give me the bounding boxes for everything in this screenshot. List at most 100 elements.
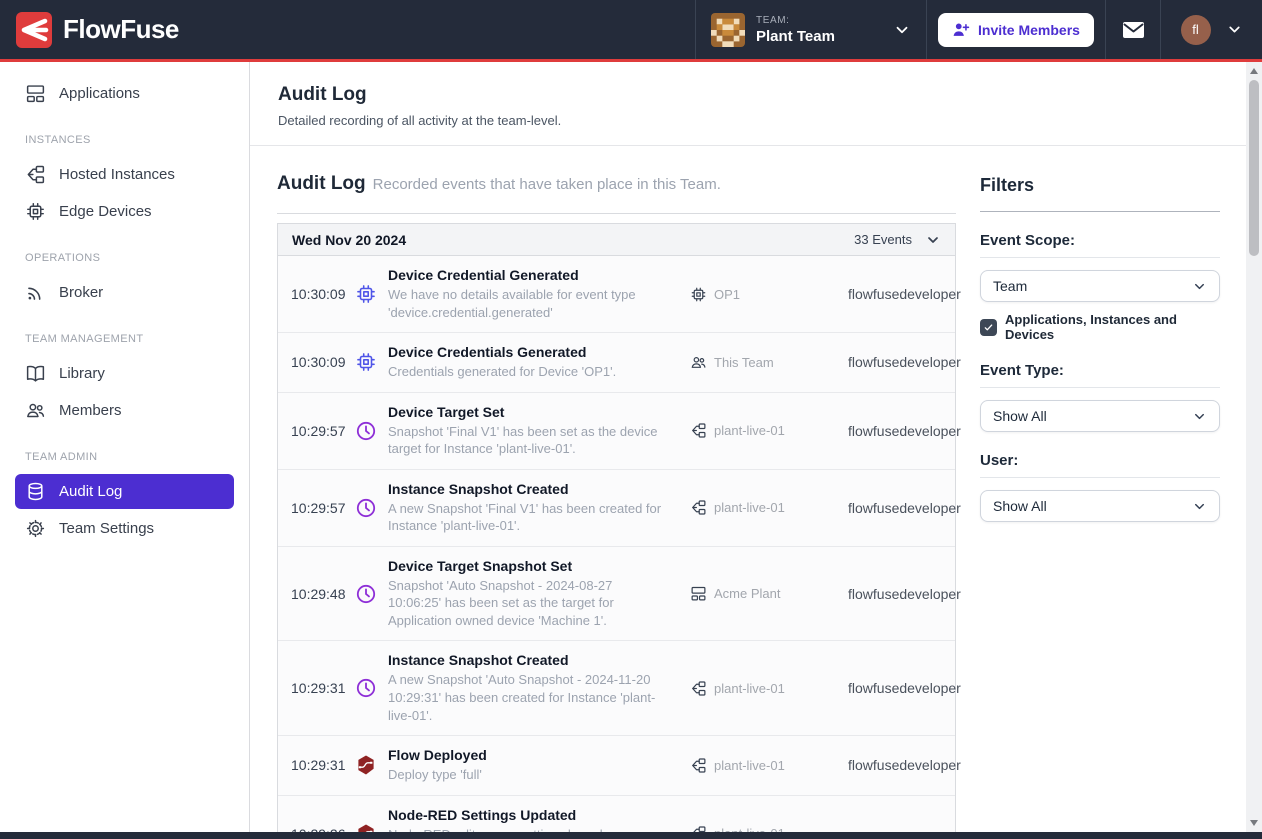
chevron-down-icon[interactable]: [925, 232, 941, 248]
invite-members-button[interactable]: Invite Members: [938, 12, 1094, 47]
event-title: Flow Deployed: [388, 747, 487, 764]
filter-label: User:: [980, 432, 1220, 478]
event-text: Instance Snapshot Created A new Snapshot …: [388, 481, 668, 535]
team-label: TEAM:: [756, 14, 790, 26]
sidebar-item-edge-devices[interactable]: Edge Devices: [15, 194, 234, 229]
filter-label: Event Type:: [980, 342, 1220, 388]
filter-select-value: Show All: [993, 498, 1047, 514]
checkbox[interactable]: [980, 318, 997, 336]
chip-icon: [690, 286, 707, 303]
event-user: flowfusedeveloper: [848, 757, 961, 774]
event-user: flowfusedeveloper: [848, 499, 961, 516]
chip-icon: [25, 201, 46, 222]
notifications-button[interactable]: [1105, 0, 1160, 59]
instances-icon: [690, 680, 707, 697]
sidebar-item-label: Members: [59, 402, 122, 419]
event-user: flowfusedeveloper: [848, 354, 961, 371]
scroll-down-arrow-icon[interactable]: [1250, 820, 1258, 826]
event-time: 10:30:09: [291, 354, 346, 371]
filter-select[interactable]: Show All: [980, 400, 1220, 432]
event-scope-label: plant-live-01: [714, 500, 785, 516]
content-area: Audit Log Recorded events that have take…: [250, 146, 1262, 839]
chevron-down-icon: [1192, 499, 1207, 514]
checkbox-label: Applications, Instances and Devices: [1005, 312, 1177, 342]
page-title: Audit Log: [278, 84, 367, 105]
event-user: flowfusedeveloper: [848, 422, 961, 439]
sidebar-item-hosted-instances[interactable]: Hosted Instances: [15, 157, 234, 192]
chevron-down-icon: [1226, 21, 1243, 38]
navbar-spacer: [195, 0, 695, 59]
sidebar-item-team-settings[interactable]: Team Settings: [15, 511, 234, 546]
event-title: Device Credential Generated: [388, 267, 579, 283]
flowfuse-brand[interactable]: FlowFuse: [0, 0, 195, 59]
event-group: Wed Nov 20 2024 33 Events 10:30:09 Device…: [277, 223, 961, 839]
event-user: flowfusedeveloper: [848, 680, 961, 697]
event-text: Flow Deployed Deploy type 'full': [388, 747, 668, 784]
instances-icon: [690, 757, 707, 774]
event-description: Snapshot 'Final V1' has been set as the …: [388, 423, 658, 457]
event-scope: Acme Plant: [690, 585, 848, 602]
user-menu[interactable]: fl: [1160, 0, 1262, 59]
date-group-meta: 33 Events: [854, 232, 941, 248]
section-heading: Audit Log Recorded events that have take…: [277, 173, 956, 195]
event-description: We have no details available for event t…: [388, 287, 636, 320]
date-label: Wed Nov 20 2024: [292, 231, 407, 248]
sidebar-item-library[interactable]: Library: [15, 356, 234, 391]
window-bottom-edge: [0, 832, 1262, 839]
sidebar-item-label: Audit Log: [59, 483, 123, 500]
sidebar-item-broker[interactable]: Broker: [15, 275, 234, 310]
sidebar-item-label: Edge Devices: [59, 203, 152, 220]
invite-members-label: Invite Members: [978, 21, 1080, 38]
event-scope: plant-live-01: [690, 680, 848, 697]
sidebar-item-audit-log[interactable]: Audit Log: [15, 474, 234, 509]
date-group-header[interactable]: Wed Nov 20 2024 33 Events: [278, 224, 955, 256]
event-title: Instance Snapshot Created: [388, 480, 569, 497]
applications-icon: [690, 585, 707, 602]
chevron-down-icon: [1192, 279, 1207, 294]
scrollbar-thumb[interactable]: [1249, 80, 1259, 256]
brand-name: FlowFuse: [63, 14, 179, 44]
filters-panel: Filters Event Scope: Team Applications, In…: [980, 173, 1220, 839]
event-time: 10:29:31: [291, 757, 346, 774]
sidebar-item-applications[interactable]: Applications: [15, 76, 234, 111]
filter-groups: Event Scope: Team Applications, Instances …: [980, 212, 1220, 522]
event-user: flowfusedeveloper: [848, 286, 961, 303]
vertical-scrollbar[interactable]: [1246, 62, 1262, 832]
audit-log-section: Audit Log Recorded events that have take…: [277, 173, 961, 839]
event-scope: plant-live-01: [690, 499, 848, 516]
gear-icon: [25, 518, 46, 539]
event-scope-label: Acme Plant: [714, 586, 781, 602]
audit-event-row: 10:29:31 Flow Deployed Deploy type 'full' p…: [278, 736, 961, 796]
event-list: 10:30:09 Device Credential Generated We ha…: [278, 256, 961, 839]
event-description: Deploy type 'full': [388, 767, 482, 783]
audit-event-row: 10:29:48 Device Target Snapshot Set Snapsh…: [278, 547, 961, 642]
sidebar-item-label: Team Settings: [59, 520, 155, 537]
audit-event-row: 10:29:31 Instance Snapshot Created A new S…: [278, 641, 961, 737]
event-text: Device Credentials Generated Credentials …: [388, 344, 668, 381]
flowfuse-logo-icon: [16, 11, 52, 48]
filters-title: Filters: [980, 173, 1220, 212]
section-title: Audit Log: [277, 173, 366, 194]
instances-icon: [690, 422, 707, 439]
members-icon: [25, 400, 46, 421]
event-scope: This Team: [690, 354, 848, 371]
filter-select[interactable]: Team: [980, 270, 1220, 302]
event-title: Device Target Set: [388, 403, 505, 420]
team-selector[interactable]: TEAM: Plant Team: [695, 0, 926, 59]
event-description: A new Snapshot 'Auto Snapshot - 2024-11-…: [388, 672, 656, 723]
event-title: Device Target Snapshot Set: [388, 557, 573, 574]
event-time: 10:29:48: [291, 585, 346, 602]
broker-icon: [25, 282, 46, 303]
sidebar-section-header: TEAM ADMIN: [25, 451, 98, 463]
main-content: Audit Log Detailed recording of all acti…: [250, 62, 1262, 839]
clock-icon: [355, 583, 377, 605]
sidebar-item-members[interactable]: Members: [15, 393, 234, 428]
chevron-down-icon: [893, 21, 911, 39]
scroll-up-arrow-icon[interactable]: [1250, 68, 1258, 74]
library-icon: [25, 363, 46, 384]
filter-select[interactable]: Show All: [980, 490, 1220, 522]
team-avatar: [711, 12, 745, 47]
page-subtitle: Detailed recording of all activity at th…: [278, 113, 562, 128]
instances-icon: [25, 164, 46, 185]
event-description: Credentials generated for Device 'OP1'.: [388, 364, 617, 380]
